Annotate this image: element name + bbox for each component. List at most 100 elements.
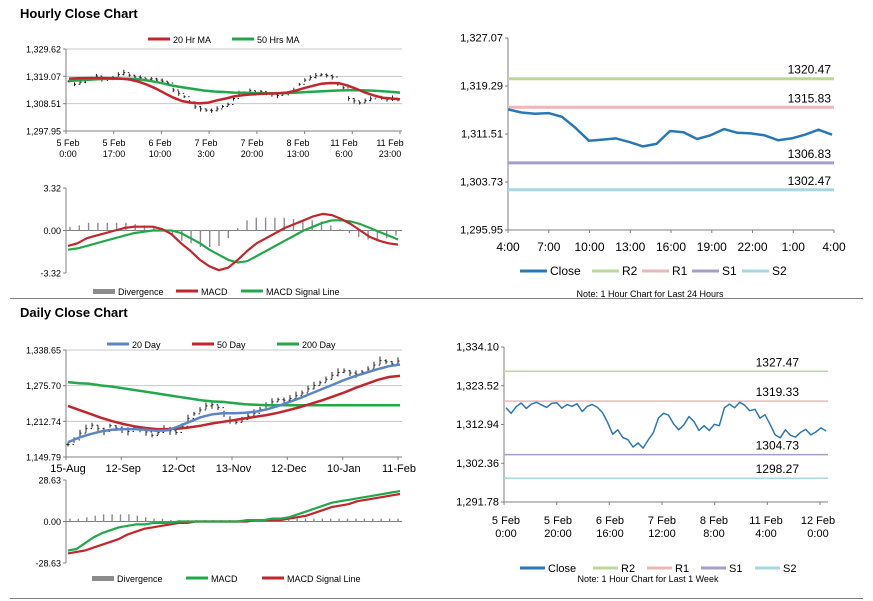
y-tick-label: 1,319.07	[26, 72, 61, 82]
x-tick-label-time: 3:00	[197, 149, 215, 159]
x-tick-label-time: 13:00	[287, 149, 310, 159]
y-tick-label: 1,297.95	[26, 127, 61, 137]
x-tick-label-time: 17:00	[103, 149, 126, 159]
level-r1-label: 1315.83	[788, 91, 832, 105]
x-tick-label: 11 Feb	[330, 138, 357, 148]
x-tick-label: 12-Dec	[271, 463, 307, 475]
legend-label: R2	[621, 563, 635, 575]
x-tick-label: 8 Feb	[286, 138, 309, 148]
x-tick-label: 15-Aug	[50, 463, 85, 475]
x-tick-label: 19:00	[697, 240, 727, 254]
y-tick-label: 1,291.78	[456, 497, 499, 509]
close-line	[507, 108, 833, 148]
x-tick-label: 12-Oct	[162, 463, 195, 475]
ma20-line	[67, 363, 401, 444]
y-tick-label: 1,212.74	[26, 417, 61, 427]
x-tick-label: 12 Feb	[801, 515, 835, 527]
x-tick-label: 8 Feb	[700, 515, 728, 527]
hourly-price-chart: 1,329.621,319.071,308.511,297.955 Feb0:0…	[26, 35, 404, 159]
x-tick-label: 10-Jan	[327, 463, 361, 475]
legend-label: R2	[622, 264, 638, 278]
legend-label: 50 Day	[217, 340, 246, 350]
hourly-section-title: Hourly Close Chart	[20, 6, 138, 21]
x-tick-label-time: 23:00	[379, 149, 402, 159]
legend-label: Close	[550, 264, 581, 278]
legend-label: R1	[672, 264, 688, 278]
x-tick-label-time: 10:00	[149, 149, 172, 159]
chart-note: Note: 1 Hour Chart for Last 24 Hours	[576, 289, 724, 299]
y-tick-label: 3.32	[43, 184, 61, 194]
x-tick-label: 11 Feb	[749, 515, 782, 527]
y-tick-label: 1,308.51	[26, 99, 61, 109]
y-tick-label: 28.63	[38, 476, 61, 486]
x-tick-label-time: 0:00	[59, 149, 77, 159]
y-tick-label: 1,149.79	[26, 453, 61, 463]
x-tick-label: 12-Sep	[105, 463, 140, 475]
daily-section-title: Daily Close Chart	[20, 305, 128, 320]
y-tick-label: 1,295.95	[460, 225, 503, 237]
level-s2-label: 1298.27	[756, 462, 800, 476]
y-tick-label: -28.63	[35, 559, 61, 569]
x-tick-label: 5 Feb	[492, 515, 520, 527]
chart-note: Note: 1 Hour Chart for Last 1 Week	[578, 574, 719, 584]
x-tick-label: 4:00	[496, 240, 520, 254]
close-line	[505, 401, 827, 449]
level-r2-label: 1327.47	[756, 355, 800, 369]
legend-label: 50 Hrs MA	[257, 35, 300, 45]
legend-swatch	[93, 289, 115, 294]
hourly-macd-chart: 3.32 0.00 -3.32 Divergence MACD MACD Signal L…	[40, 184, 402, 297]
x-tick-label-time: 4:00	[755, 528, 776, 540]
macd-signal-line	[67, 219, 399, 264]
legend-label: S1	[729, 563, 742, 575]
y-tick-label: 0.00	[43, 517, 61, 527]
level-s2-label: 1302.47	[788, 174, 832, 188]
y-tick-label: 1,334.10	[456, 342, 499, 354]
legend-label: S2	[772, 264, 787, 278]
x-tick-label: 7 Feb	[194, 138, 217, 148]
x-tick-label: 5 Feb	[102, 138, 125, 148]
legend-label: Divergence	[118, 287, 164, 297]
x-tick-label: 6 Feb	[596, 515, 624, 527]
level-s1-label: 1306.83	[788, 147, 832, 161]
x-tick-label-time: 8:00	[703, 528, 724, 540]
legend-label: Divergence	[117, 574, 163, 584]
legend-label: 20 Day	[132, 340, 161, 350]
x-tick-label: 10:00	[574, 240, 604, 254]
daily-macd-chart: 28.63 0.00 -28.63 Divergence MACD MACD Signal…	[35, 476, 402, 584]
y-tick-label: -3.32	[40, 269, 61, 279]
x-tick-label: 7 Feb	[240, 138, 263, 148]
daily-close-chart: 1,334.10 1,323.52 1,312.94 1,302.36 1,291.78…	[456, 342, 835, 585]
y-tick-label: 1,275.70	[26, 381, 61, 391]
legend-label: S1	[722, 264, 737, 278]
level-r1-label: 1319.33	[756, 385, 800, 399]
x-tick-label: 4:00	[822, 240, 846, 254]
x-tick-label-time: 6:00	[335, 149, 353, 159]
x-tick-label-time: 12:00	[648, 528, 676, 540]
x-tick-label-time: 20:00	[241, 149, 264, 159]
x-tick-label: 11 Feb	[376, 138, 403, 148]
legend-label: 200 Day	[302, 340, 336, 350]
y-tick-label: 0.00	[43, 226, 61, 236]
x-tick-label: 7 Feb	[648, 515, 676, 527]
x-tick-label: 5 Feb	[544, 515, 572, 527]
legend-label: Close	[548, 563, 576, 575]
y-tick-label: 1,302.36	[456, 458, 499, 470]
level-s1-label: 1304.73	[756, 439, 800, 453]
y-tick-label: 1,319.29	[460, 81, 503, 93]
x-tick-label: 5 Feb	[56, 138, 79, 148]
y-tick-label: 1,323.52	[456, 380, 499, 392]
x-tick-label: 7:00	[537, 240, 561, 254]
x-tick-label: 6 Feb	[148, 138, 171, 148]
x-tick-label-time: 0:00	[807, 528, 828, 540]
ma200-line	[67, 380, 400, 407]
x-tick-label-time: 20:00	[544, 528, 572, 540]
hourly-close-chart: 1,327.07 1,319.29 1,311.51 1,303.73 1,295.95…	[460, 33, 846, 300]
x-tick-label: 1:00	[782, 240, 806, 254]
x-tick-label: 11-Feb	[382, 463, 416, 475]
y-tick-label: 1,311.51	[461, 129, 503, 141]
legend-label: MACD	[201, 287, 228, 297]
ma20-line	[68, 76, 401, 105]
x-tick-label: 13-Nov	[216, 463, 252, 475]
level-r2-label: 1320.47	[788, 63, 832, 77]
